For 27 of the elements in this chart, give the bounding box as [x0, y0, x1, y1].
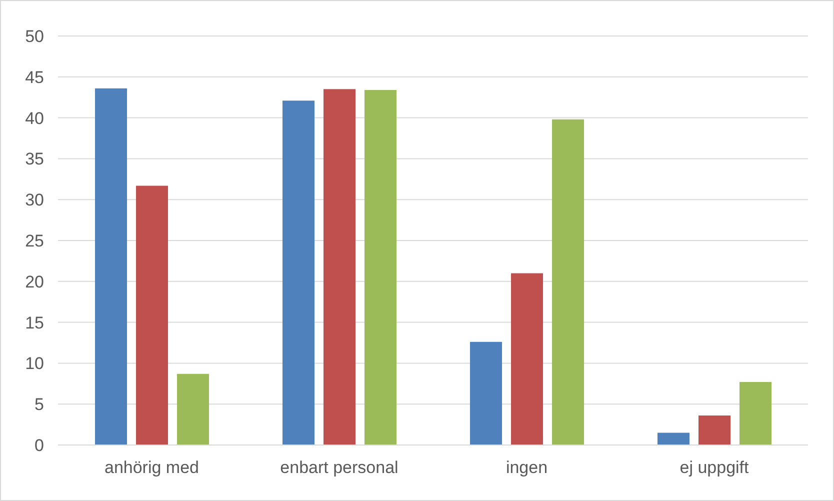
bar	[282, 100, 314, 445]
y-tick-label: 20	[25, 272, 44, 292]
y-tick-label: 35	[25, 150, 44, 169]
bar	[136, 186, 168, 445]
x-tick-label: anhörig med	[104, 458, 200, 478]
bar	[552, 119, 584, 445]
y-tick-label: 50	[25, 27, 44, 46]
y-tick-label: 30	[25, 190, 44, 210]
y-tick-label: 15	[25, 313, 44, 332]
y-tick-label: 40	[25, 108, 44, 128]
y-tick-label: 5	[34, 395, 44, 414]
bar	[698, 416, 730, 445]
bar	[511, 273, 543, 445]
bar	[470, 342, 502, 445]
bar	[740, 382, 772, 445]
y-tick-label: 45	[25, 68, 44, 87]
x-tick-label: ej uppgift	[680, 458, 750, 478]
x-tick-label: ingen	[506, 458, 548, 478]
bar	[95, 88, 127, 445]
bar	[177, 374, 209, 445]
y-tick-label: 10	[25, 354, 44, 374]
y-tick-label: 0	[34, 436, 44, 456]
bar	[658, 432, 690, 445]
y-tick-label: 25	[25, 232, 44, 251]
bar	[364, 90, 396, 445]
bar	[324, 89, 356, 445]
x-tick-label: enbart personal	[280, 458, 398, 478]
